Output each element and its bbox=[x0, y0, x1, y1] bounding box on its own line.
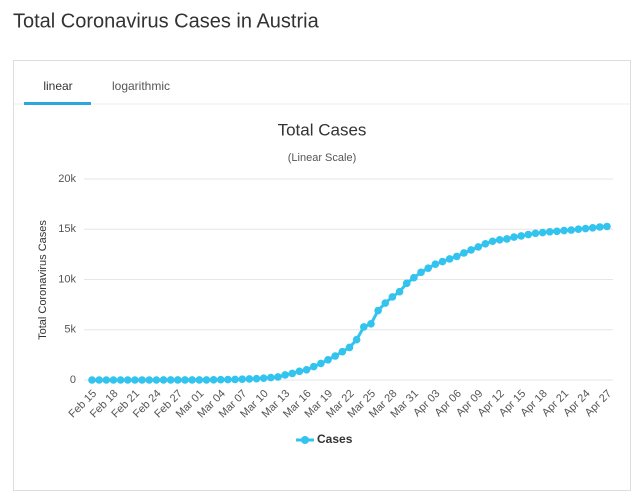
data-point bbox=[317, 359, 325, 368]
data-point bbox=[367, 320, 375, 328]
data-point bbox=[345, 343, 354, 352]
data-point bbox=[360, 323, 368, 331]
data-point bbox=[159, 376, 168, 384]
data-point bbox=[181, 376, 189, 384]
data-point bbox=[567, 226, 576, 234]
data-point bbox=[238, 375, 247, 384]
data-point bbox=[288, 369, 297, 378]
data-point bbox=[395, 287, 404, 296]
data-point bbox=[581, 224, 590, 233]
data-point bbox=[195, 376, 204, 384]
data-point bbox=[138, 376, 146, 384]
data-point bbox=[309, 362, 318, 371]
y-tick-label: 15k bbox=[58, 223, 76, 235]
data-point bbox=[474, 243, 483, 251]
data-point bbox=[131, 376, 139, 384]
data-point bbox=[95, 376, 103, 384]
y-tick-label: 0 bbox=[70, 374, 76, 386]
data-point bbox=[174, 376, 182, 384]
chart-title: Total Cases bbox=[278, 120, 367, 139]
data-point bbox=[445, 255, 454, 263]
data-point bbox=[495, 236, 504, 244]
data-point bbox=[188, 376, 196, 384]
data-point bbox=[488, 237, 497, 246]
data-point bbox=[517, 232, 525, 240]
data-point bbox=[267, 373, 275, 382]
data-point bbox=[338, 347, 347, 356]
data-point bbox=[281, 371, 289, 379]
data-point bbox=[402, 279, 411, 288]
active-tab-underline bbox=[24, 102, 91, 105]
data-point bbox=[374, 306, 382, 315]
data-point bbox=[216, 375, 225, 384]
y-tick-label: 10k bbox=[58, 273, 76, 285]
data-point bbox=[231, 375, 239, 384]
data-point bbox=[324, 355, 332, 364]
data-point bbox=[460, 249, 468, 257]
data-point bbox=[531, 229, 540, 238]
data-point bbox=[452, 252, 461, 261]
data-point bbox=[352, 335, 361, 344]
data-point bbox=[116, 376, 125, 384]
data-point bbox=[202, 376, 211, 384]
data-point bbox=[274, 373, 282, 381]
data-point bbox=[295, 367, 304, 376]
data-point bbox=[166, 376, 175, 384]
data-point bbox=[431, 260, 440, 268]
data-point bbox=[438, 257, 447, 266]
data-point bbox=[259, 374, 268, 382]
data-point bbox=[388, 293, 397, 301]
data-point bbox=[503, 235, 511, 243]
chart-panel bbox=[13, 60, 631, 491]
page-heading: Total Coronavirus Cases in Austria bbox=[13, 10, 320, 32]
data-point bbox=[252, 374, 261, 383]
tab[interactable]: logarithmic bbox=[112, 79, 170, 93]
data-point bbox=[417, 268, 425, 277]
data-point bbox=[152, 376, 161, 384]
data-point bbox=[538, 228, 547, 237]
legend-label: Cases bbox=[317, 432, 353, 446]
data-point bbox=[467, 246, 475, 254]
legend-marker bbox=[301, 436, 309, 444]
data-point bbox=[524, 230, 533, 239]
data-point bbox=[545, 227, 554, 236]
y-axis-label: Total Coronavirus Cases bbox=[37, 220, 49, 340]
data-point bbox=[588, 223, 597, 232]
y-tick-label: 20k bbox=[58, 173, 76, 185]
data-point bbox=[331, 352, 339, 360]
data-point bbox=[603, 222, 611, 231]
data-point bbox=[574, 225, 583, 234]
data-point bbox=[410, 273, 418, 282]
data-point bbox=[481, 239, 490, 248]
data-point bbox=[553, 227, 561, 236]
data-point bbox=[510, 233, 518, 241]
data-point bbox=[381, 299, 390, 307]
tab[interactable]: linear bbox=[43, 79, 72, 93]
data-point bbox=[224, 375, 232, 384]
data-point bbox=[245, 375, 254, 383]
data-point bbox=[209, 376, 218, 384]
data-point bbox=[302, 365, 311, 374]
data-point bbox=[88, 376, 96, 384]
data-point bbox=[560, 226, 568, 235]
chart-subtitle: (Linear Scale) bbox=[288, 152, 356, 164]
data-point bbox=[109, 376, 118, 384]
data-point bbox=[123, 376, 132, 384]
data-point bbox=[424, 264, 432, 272]
data-point bbox=[145, 376, 154, 384]
y-tick-label: 5k bbox=[64, 324, 76, 336]
data-point bbox=[102, 376, 111, 384]
data-point bbox=[596, 223, 604, 231]
